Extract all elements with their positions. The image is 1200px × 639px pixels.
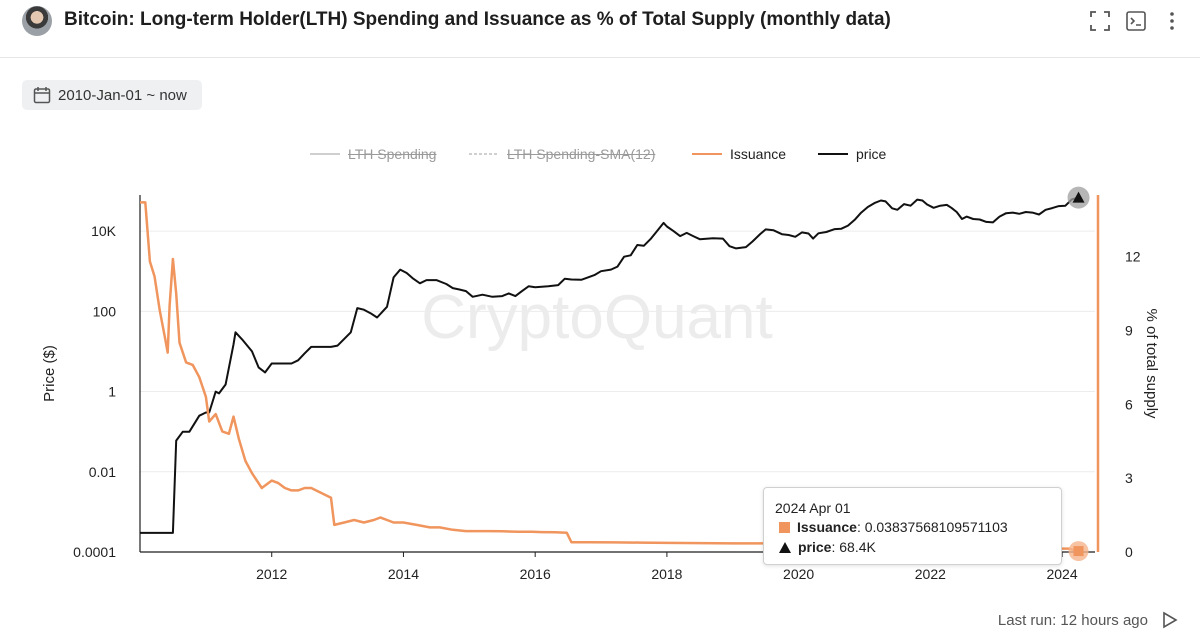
tooltip-price-value: : 68.4K <box>831 539 876 555</box>
avatar[interactable] <box>22 6 52 36</box>
legend-swatch <box>692 153 722 155</box>
play-icon[interactable] <box>1162 611 1178 629</box>
right-tick-label: 3 <box>1125 470 1133 486</box>
legend-swatch <box>469 153 499 155</box>
fullscreen-icon[interactable] <box>1089 10 1111 32</box>
legend-label: LTH Spending <box>348 146 437 162</box>
legend-item-issuance[interactable]: Issuance <box>692 144 786 164</box>
x-tick-label: 2022 <box>915 566 946 582</box>
x-tick-label: 2014 <box>388 566 419 582</box>
legend-label: Issuance <box>730 146 787 162</box>
tooltip-price-label: price <box>798 539 832 555</box>
chart-tooltip: 2024 Apr 01 Issuance : 0.038375681095711… <box>763 487 1062 565</box>
tooltip-price-row: price : 68.4K <box>779 539 876 555</box>
chart-header: Bitcoin: Long-term Holder(LTH) Spending … <box>0 0 1200 58</box>
tooltip-date: 2024 Apr 01 <box>775 500 851 516</box>
right-tick-label: 9 <box>1125 322 1133 338</box>
date-range-picker[interactable]: 2010-Jan-01 ~ now <box>22 80 202 110</box>
price-triangle-icon <box>779 541 791 553</box>
price-hover-marker <box>1072 191 1085 203</box>
chart-area[interactable]: CryptoQuant 0.0001 0.01 1 100 10K 2012 2014 201… <box>0 180 1200 600</box>
legend-label: LTH Spending-SMA(12) <box>507 146 656 162</box>
page-title: Bitcoin: Long-term Holder(LTH) Spending … <box>64 9 891 30</box>
issuance-line <box>140 201 1079 553</box>
series-lines <box>140 196 1079 553</box>
price-line <box>140 196 1079 534</box>
x-tick-label: 2024 <box>1046 566 1077 582</box>
chart-legend: LTH Spending LTH Spending-SMA(12) Issuan… <box>0 144 1200 164</box>
console-icon[interactable] <box>1125 10 1147 32</box>
x-tick-label: 2012 <box>256 566 287 582</box>
right-tick-label: 0 <box>1125 544 1133 560</box>
legend-swatch <box>818 153 848 155</box>
left-tick-label: 100 <box>93 303 117 319</box>
tooltip-issuance-row: Issuance : 0.03837568109571103 <box>779 519 1008 535</box>
tooltip-issuance-label: Issuance <box>797 519 857 535</box>
left-tick-label: 10K <box>91 223 117 239</box>
legend-label: price <box>856 146 887 162</box>
left-tick-label: 0.0001 <box>73 544 116 560</box>
footer: Last run: 12 hours ago <box>998 611 1178 629</box>
left-axis-label: Price ($) <box>41 345 58 402</box>
x-tick-label: 2018 <box>651 566 682 582</box>
legend-item-lth-spending[interactable]: LTH Spending <box>310 144 436 164</box>
date-range-label: 2010-Jan-01 ~ now <box>58 86 187 104</box>
more-options-icon[interactable] <box>1161 10 1183 32</box>
issuance-swatch <box>779 521 790 533</box>
right-tick-label: 12 <box>1125 249 1141 265</box>
legend-item-price[interactable]: price <box>818 144 886 164</box>
issuance-hover-marker <box>1073 546 1084 557</box>
right-tick-label: 6 <box>1125 396 1133 412</box>
tooltip-issuance-value: : 0.03837568109571103 <box>856 519 1008 535</box>
watermark: CryptoQuant <box>421 283 773 352</box>
left-tick-label: 1 <box>108 384 116 400</box>
hover-markers <box>1067 186 1090 562</box>
x-tick-label: 2020 <box>783 566 814 582</box>
legend-item-lth-spending-sma[interactable]: LTH Spending-SMA(12) <box>469 144 655 164</box>
calendar-icon <box>33 87 51 104</box>
legend-swatch <box>310 153 340 155</box>
last-run-label: Last run: 12 hours ago <box>997 611 1148 629</box>
right-axis-label: % of total supply <box>1143 308 1160 419</box>
x-tick-label: 2016 <box>520 566 551 582</box>
left-tick-label: 0.01 <box>89 464 116 480</box>
